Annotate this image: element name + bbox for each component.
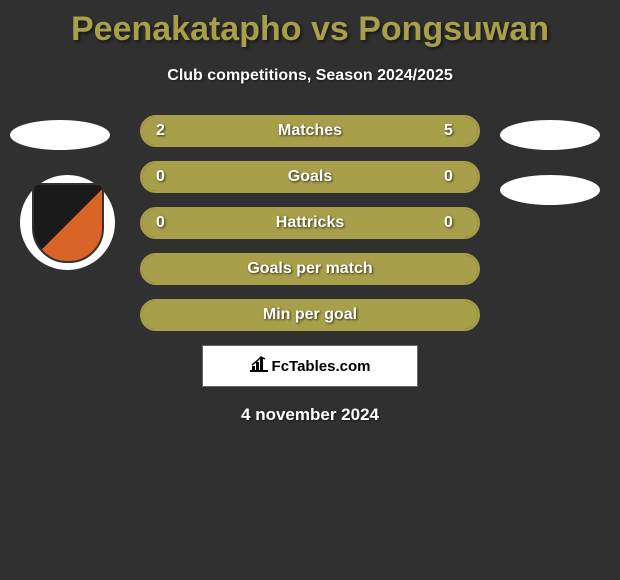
comparison-subtitle: Club competitions, Season 2024/2025 <box>0 67 620 85</box>
stat-value-right: 0 <box>444 168 464 186</box>
stat-value-right: 0 <box>444 214 464 232</box>
stat-row-matches: 2 Matches 5 <box>140 115 480 147</box>
stat-bar-fill-right <box>236 117 478 145</box>
stat-row-min-per-goal: Min per goal <box>140 299 480 331</box>
stat-row-goals-per-match: Goals per match <box>140 253 480 285</box>
stat-value-right: 5 <box>444 122 464 140</box>
attribution-label: FcTables.com <box>272 358 371 375</box>
stat-row-goals: 0 Goals 0 <box>140 161 480 193</box>
stat-label: Hattricks <box>276 214 344 232</box>
stat-value-left: 0 <box>156 168 176 186</box>
stat-label: Goals <box>288 168 332 186</box>
attribution-text: FcTables.com <box>250 356 371 376</box>
chart-icon <box>250 356 268 376</box>
stat-row-hattricks: 0 Hattricks 0 <box>140 207 480 239</box>
comparison-date: 4 november 2024 <box>0 405 620 425</box>
comparison-title: Peenakatapho vs Pongsuwan <box>0 0 620 49</box>
stat-label: Min per goal <box>263 306 357 324</box>
stat-label: Matches <box>278 122 342 140</box>
stat-label: Goals per match <box>247 260 372 278</box>
stat-value-left: 2 <box>156 122 176 140</box>
attribution-box: FcTables.com <box>202 345 418 387</box>
stat-value-left: 0 <box>156 214 176 232</box>
stats-container: 2 Matches 5 0 Goals 0 0 Hattricks 0 Goal… <box>0 115 620 331</box>
